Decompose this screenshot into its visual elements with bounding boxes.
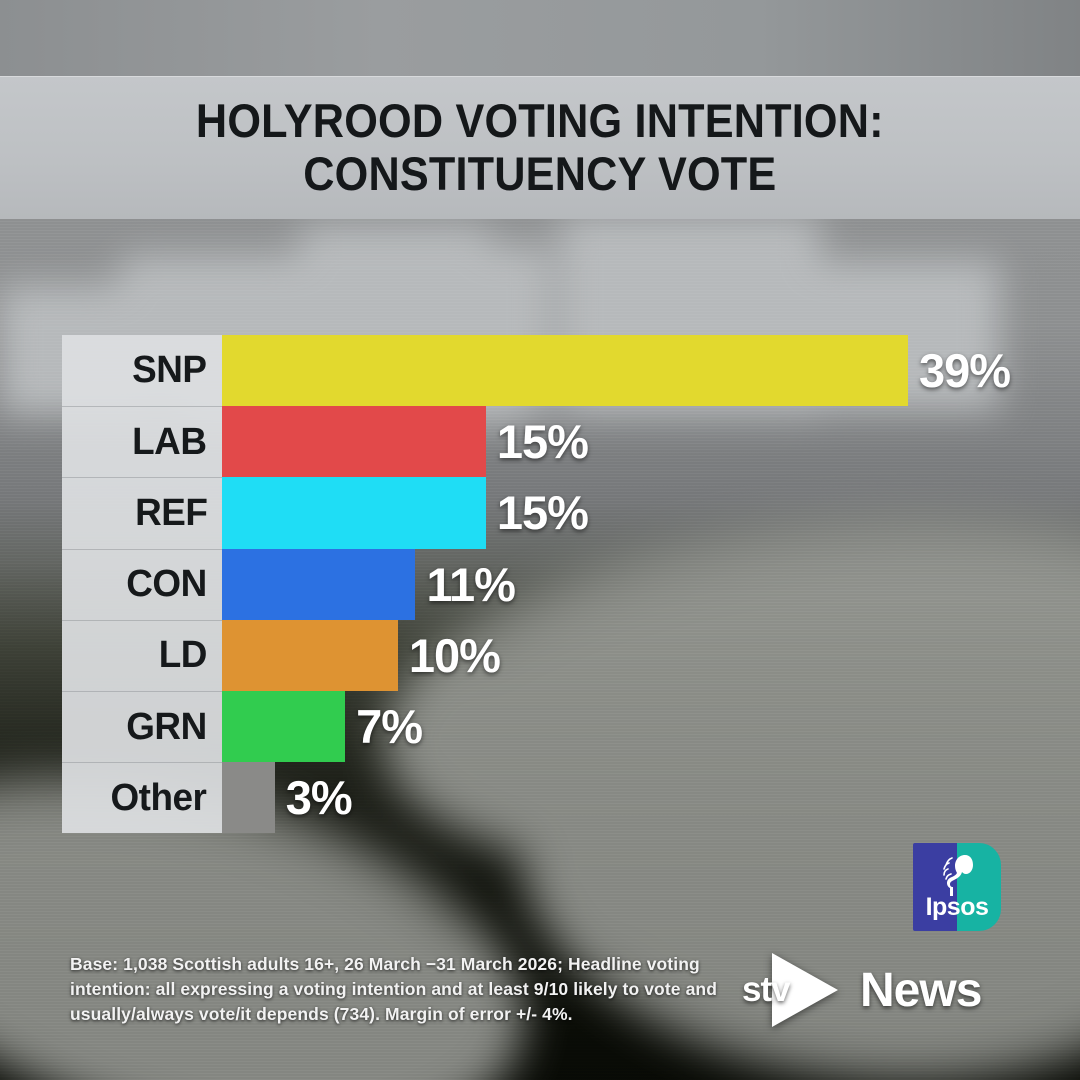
bar-area: 3% [222, 762, 1062, 834]
bar [222, 690, 346, 763]
stv-triangle-icon [772, 953, 838, 1027]
bar [222, 406, 486, 478]
bar-area: 15% [222, 406, 1062, 478]
bar-label-cell: GRN [62, 690, 222, 763]
ipsos-wordmark: Ipsos [925, 893, 989, 921]
bar-label: REF [134, 491, 208, 534]
bar-area: 11% [222, 548, 1062, 620]
page-title: HOLYROOD VOTING INTENTION: CONSTITUENCY … [196, 93, 884, 200]
chart-row: REF 15% [62, 477, 1062, 549]
bar [222, 335, 908, 407]
chart-row: GRN 7% [62, 690, 1062, 763]
bar-label: Other [110, 776, 207, 819]
ipsos-logo: Ipsos [913, 843, 1001, 931]
chart-row: Other 3% [62, 762, 1062, 834]
stv-wordmark: stv [742, 970, 791, 1009]
bar-label: LD [159, 634, 208, 677]
footnote: Base: 1,038 Scottish adults 16+, 26 Marc… [70, 954, 717, 1025]
bar-value-label: 15% [496, 415, 589, 469]
top-strip [0, 0, 1080, 76]
bar [222, 619, 398, 691]
news-wordmark: News [860, 963, 982, 1017]
bar-label-cell: CON [62, 548, 222, 620]
bar-label-cell: LD [62, 619, 222, 691]
chart-row: LAB 15% [62, 406, 1062, 478]
bar [222, 762, 275, 834]
stv-news-logo: stv News [742, 953, 982, 1027]
chart-row: SNP 39% [62, 335, 1062, 407]
chart-row: LD 10% [62, 619, 1062, 691]
bar-area: 10% [222, 619, 1062, 691]
ipsos-shield: Ipsos [913, 843, 1001, 931]
bar-label: GRN [126, 705, 207, 748]
bar [222, 548, 416, 620]
bar-label-cell: Other [62, 762, 222, 834]
bar-value-label: 3% [285, 771, 353, 825]
chart-row: CON 11% [62, 548, 1062, 620]
bar-area: 15% [222, 477, 1062, 549]
bar-label-cell: LAB [62, 406, 222, 478]
bar-label-cell: REF [62, 477, 222, 549]
bar-label: SNP [132, 349, 208, 392]
bar-value-label: 11% [426, 557, 515, 611]
bar [222, 477, 486, 549]
bar-value-label: 39% [919, 344, 1011, 398]
bar-value-label: 10% [408, 628, 501, 682]
title-band: HOLYROOD VOTING INTENTION: CONSTITUENCY … [0, 76, 1080, 219]
bar-area: 7% [222, 690, 1062, 763]
bar-value-label: 7% [356, 700, 423, 754]
bar-label: CON [126, 563, 207, 606]
bar-label-cell: SNP [62, 335, 222, 407]
bar-area: 39% [222, 335, 1062, 407]
ipsos-face-icon [943, 855, 973, 896]
title-line-2: CONSTITUENCY VOTE [303, 146, 777, 200]
bar-value-label: 15% [496, 486, 589, 540]
bar-chart: SNP 39% LAB 15% REF 15% CON 11% LD 10% GRN 7% Other 3… [62, 335, 1062, 834]
bar-label: LAB [132, 420, 208, 463]
stv-play-mark-icon: stv [742, 953, 846, 1027]
title-line-1: HOLYROOD VOTING INTENTION: [196, 93, 884, 147]
